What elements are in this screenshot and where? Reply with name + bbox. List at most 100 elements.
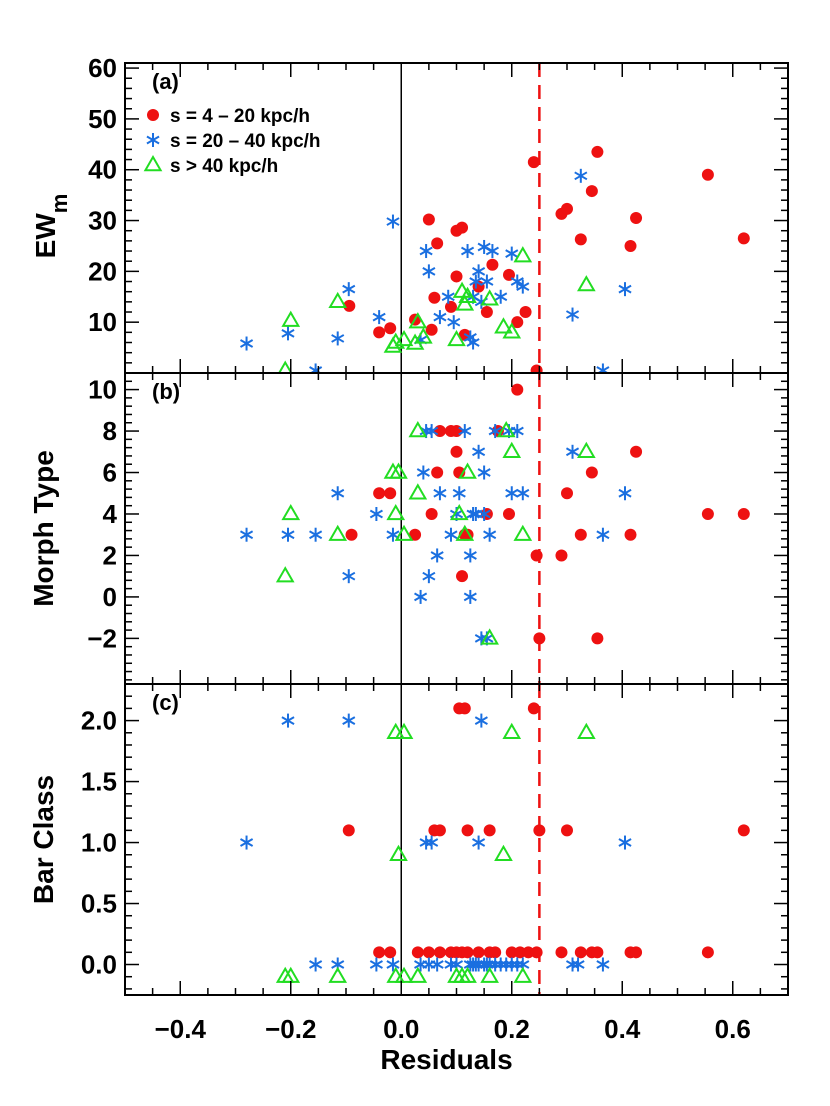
asterisk-marker: [342, 282, 356, 297]
asterisk-marker: [444, 957, 458, 972]
y-axis-title: Morph Type: [28, 450, 59, 607]
asterisk-marker: [281, 326, 295, 341]
circle-marker: [431, 237, 444, 250]
circle-marker: [591, 632, 604, 645]
legend: s = 4 – 20 kpc/h s = 20 – 40 kpc/h s > 40 …: [143, 106, 321, 177]
asterisk-marker: [596, 363, 610, 373]
y-axis-title: Bar Class: [28, 775, 59, 904]
circle-marker: [555, 549, 568, 562]
triangle-marker: [394, 722, 414, 739]
y-tick-label: 40: [88, 155, 117, 185]
circle-marker: [737, 824, 750, 837]
triangle-marker: [455, 294, 475, 311]
circle-marker: [483, 824, 496, 837]
y-tick-label: 0.5: [81, 889, 117, 919]
asterisk-marker: [472, 444, 486, 459]
circle-marker: [486, 258, 499, 271]
triangle-marker: [577, 722, 596, 739]
triangle-marker: [449, 503, 469, 521]
data-points: [239, 383, 750, 646]
circle-marker: [422, 213, 435, 226]
asterisk-marker: [499, 957, 513, 972]
circle-marker: [519, 306, 532, 319]
asterisk-marker: [466, 957, 480, 972]
circle-marker: [456, 570, 469, 583]
circle-marker: [422, 946, 435, 959]
asterisk-marker: [452, 486, 466, 501]
asterisk-marker: [414, 589, 428, 604]
triangle-marker: [513, 966, 533, 983]
circle-marker: [527, 702, 540, 715]
y-tick-label: 1.0: [81, 828, 117, 858]
asterisk-marker: [469, 274, 483, 289]
triangle-marker: [480, 966, 499, 983]
y-tick-label: 60: [88, 53, 117, 83]
asterisk-marker: [430, 548, 444, 563]
asterisk-marker: [472, 264, 486, 279]
circle-marker: [530, 364, 543, 373]
circle-marker: [505, 946, 518, 959]
circle-marker: [530, 549, 543, 562]
triangle-marker: [502, 441, 522, 458]
circle-marker: [373, 487, 386, 500]
circle-marker: [433, 946, 446, 959]
asterisk-marker: [494, 289, 508, 304]
triangle-marker: [394, 966, 414, 983]
triangle-marker: [458, 286, 477, 303]
asterisk-marker: [596, 957, 610, 972]
triangle-marker: [458, 462, 477, 479]
triangle-marker: [447, 329, 466, 347]
circle-marker: [630, 946, 643, 959]
asterisk-marker: [422, 569, 436, 584]
asterisk-marker: [510, 957, 524, 972]
x-tick-label: −0.4: [155, 1014, 207, 1044]
circle-marker: [343, 299, 356, 312]
circle-marker: [502, 507, 515, 520]
circle-marker: [433, 824, 446, 837]
asterisk-marker: [386, 957, 400, 972]
triangle-marker: [494, 844, 513, 861]
asterisk-marker: [309, 527, 323, 542]
panel-c: 0.0 0.5 1.0 1.5 2.0 (c) Bar Class −0.4 −0.2 0.0 0.…: [28, 683, 789, 1075]
asterisk-marker: [485, 244, 499, 259]
y-tick-label: 2.0: [81, 706, 117, 736]
circle-marker: [456, 221, 469, 234]
triangle-marker: [513, 524, 533, 541]
circle-marker: [472, 946, 485, 959]
triangle-marker: [389, 462, 408, 479]
circle-marker: [450, 270, 463, 283]
circle-marker: [444, 300, 457, 313]
asterisk-marker: [618, 282, 632, 297]
asterisk-marker: [477, 506, 491, 521]
circle-marker: [533, 824, 546, 837]
circle-marker: [511, 383, 524, 396]
asterisk-marker: [433, 310, 447, 325]
circle-marker: [514, 946, 527, 959]
panel-label: (a): [152, 69, 179, 94]
circle-marker: [342, 824, 355, 837]
circle-marker: [624, 528, 637, 541]
asterisk-marker: [447, 315, 461, 330]
asterisk-marker: [477, 465, 491, 480]
asterisk-marker: [419, 835, 433, 850]
circle-marker: [345, 528, 358, 541]
asterisk-marker: [494, 957, 508, 972]
asterisk-marker: [331, 331, 345, 346]
triangle-marker: [577, 275, 596, 292]
circle-marker: [373, 326, 386, 339]
y-axis-title-main: EW: [30, 213, 61, 259]
triangle-marker: [458, 966, 477, 983]
circle-marker: [561, 487, 573, 500]
series-1: [345, 383, 750, 645]
triangle-marker: [455, 524, 475, 541]
circle-marker: [384, 946, 397, 959]
circle-marker: [561, 202, 573, 215]
asterisk-marker: [618, 486, 632, 501]
asterisk-marker: [425, 835, 439, 850]
asterisk-marker: [474, 713, 488, 728]
asterisk-marker: [441, 289, 455, 304]
series-1: [342, 702, 750, 959]
asterisk-marker: [618, 835, 632, 850]
asterisk-marker: [565, 307, 580, 322]
asterisk-marker: [565, 444, 580, 459]
